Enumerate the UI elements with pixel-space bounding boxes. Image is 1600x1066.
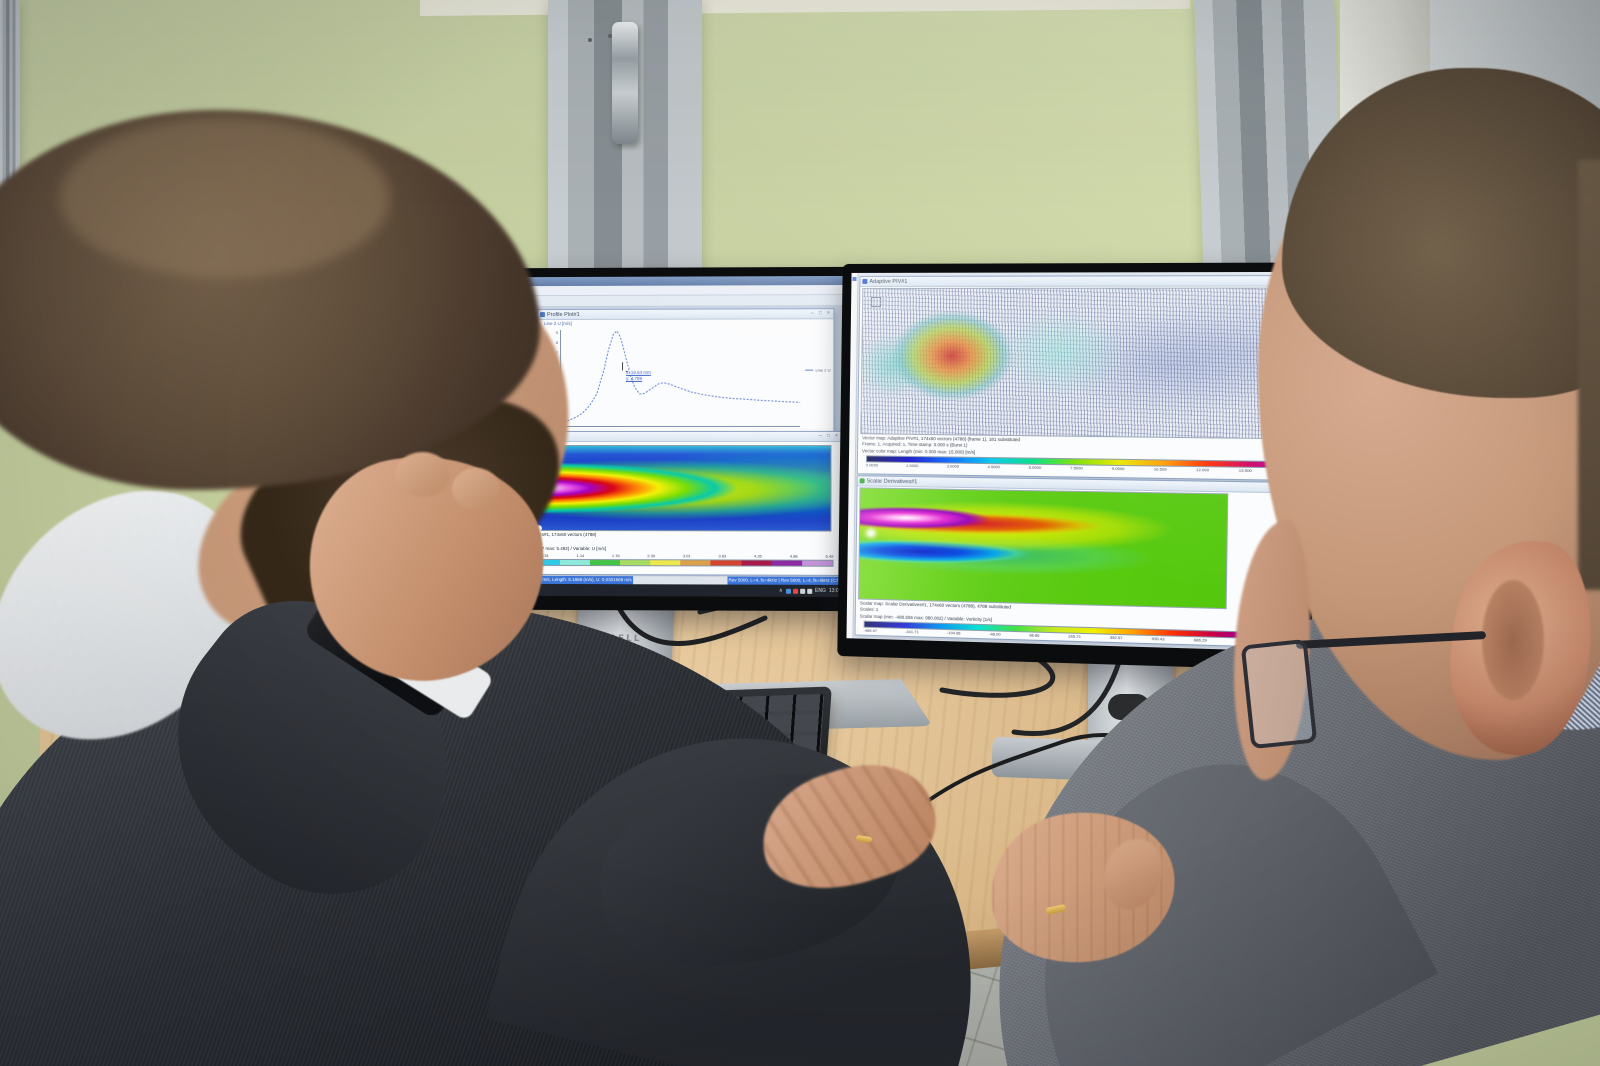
- colorbar-tick-label: 3.0000: [947, 464, 959, 469]
- glasses-lens: [1241, 639, 1318, 749]
- colorbar-tick-label: 1.14: [576, 553, 584, 558]
- colorbar-tick-label: 1.5000: [906, 463, 918, 468]
- right-person-hair-back: [1578, 160, 1600, 590]
- colorbar-tick-label: 1.76: [612, 553, 620, 558]
- colorbar-tick-label: -341.71: [905, 629, 919, 634]
- legend-line-icon: [805, 370, 813, 371]
- window-controls[interactable]: –□×: [817, 434, 839, 439]
- colorbar-segment: [560, 560, 590, 565]
- colorbar-tick-label: 0.0000: [866, 462, 878, 467]
- adaptive-piv-title: Adaptive PIV#1: [869, 278, 907, 284]
- colorbar-tick-label: 13.500: [1239, 468, 1252, 473]
- colorbar-tick-label: 4.88: [790, 554, 798, 559]
- plot-annotation: x: 19.64 mm y: 4.789: [626, 370, 651, 381]
- colorbar-segment: [711, 560, 741, 565]
- colorbar-tick-label: 5.49: [826, 554, 834, 559]
- photo-scene: DELL DynamicStudio 7.6 - TR PIV 32-4.15 …: [0, 0, 1600, 1066]
- colorbar-tick-label: 9.0000: [1112, 466, 1125, 471]
- profile-plot-window[interactable]: Profile Plot#1 –□× Line 2 U [m/s] 987654…: [537, 308, 834, 441]
- profile-plot-title-bar[interactable]: Profile Plot#1 – □ ×: [538, 309, 833, 320]
- knuckle: [452, 468, 500, 510]
- volume-icon[interactable]: [800, 588, 805, 593]
- colorbar-tick-label: 10.500: [1154, 466, 1167, 471]
- colorbar-tick-label: 2.39: [647, 553, 655, 558]
- display-icon[interactable]: [786, 588, 791, 593]
- language-indicator[interactable]: ENG: [815, 588, 826, 594]
- colorbar-segment: [590, 560, 620, 565]
- colorbar-segment: [802, 561, 833, 566]
- scalar-derivatives-title: Scalar Derivatives#1: [867, 478, 918, 485]
- right-person-ear-inner: [1482, 580, 1544, 700]
- colorbar-segment: [650, 560, 680, 565]
- colorbar-segment: [741, 560, 771, 565]
- maximize-icon[interactable]: □: [825, 434, 831, 439]
- vorticity-contour-map[interactable]: [858, 487, 1228, 609]
- colorbar-tick-label: 98.86: [1029, 632, 1039, 637]
- colorbar-tick-label: 245.71: [1068, 634, 1081, 639]
- vector-field-map[interactable]: [860, 288, 1304, 440]
- colorbar-segment: [620, 560, 650, 565]
- right-screen: Adaptive PIV#1 –□× Vector map: Adaptive …: [846, 272, 1307, 652]
- adaptive-piv-window[interactable]: Adaptive PIV#1 –□× Vector map: Adaptive …: [857, 275, 1308, 481]
- adaptive-piv-icon: [862, 279, 867, 284]
- profile-plot-legend: Line 2 U: [805, 368, 830, 373]
- colorbar-segment: [772, 561, 802, 566]
- colorbar-tick-label: 7.5000: [1070, 465, 1083, 470]
- colorbar-tick-label: -488.57: [864, 628, 878, 633]
- colorbar-tick-label: 539.43: [1152, 636, 1165, 642]
- core-spot: [866, 529, 876, 538]
- left-person-hair-highlight: [60, 118, 390, 278]
- colorbar-tick-label: 686.29: [1194, 637, 1207, 643]
- minimize-icon[interactable]: –: [809, 311, 815, 316]
- colorbar-tick-label: 4.26: [754, 553, 762, 558]
- colorbar-tick-label: 6.0000: [1029, 465, 1042, 470]
- knuckle: [395, 452, 450, 497]
- colorbar-tick-label: -194.86: [947, 630, 961, 635]
- profile-plot-chart[interactable]: [560, 329, 800, 427]
- selection-rect: [871, 297, 881, 307]
- close-icon[interactable]: ×: [825, 311, 831, 316]
- colorbar-segment: [680, 560, 710, 565]
- colorbar-tick-label: 3.63: [718, 553, 726, 558]
- chevron-up-icon[interactable]: ∧: [779, 588, 783, 594]
- maximize-icon[interactable]: □: [817, 311, 823, 316]
- scalar-derivatives-icon: [860, 478, 865, 483]
- colorbar-tick-label: -48.00: [989, 631, 1001, 636]
- shield-icon[interactable]: [793, 588, 798, 593]
- minimize-icon[interactable]: –: [817, 434, 823, 439]
- network-icon[interactable]: [807, 588, 812, 593]
- window-controls[interactable]: –□×: [809, 311, 831, 316]
- colorbar-tick-label: 3.01: [683, 553, 691, 558]
- profile-plot-icon: [540, 312, 545, 317]
- colorbar-tick-label: 4.5000: [987, 464, 1000, 469]
- adaptive-piv-title-bar[interactable]: Adaptive PIV#1 –□×: [860, 276, 1306, 287]
- system-tray[interactable]: ∧ ENG 13:05: [779, 588, 842, 594]
- colorbar-tick-label: 392.57: [1110, 635, 1123, 640]
- profile-plot-ylabel: Line 2 U [m/s]: [544, 321, 572, 326]
- profile-plot-title: Profile Plot#1: [547, 311, 580, 317]
- colorbar-tick-label: 12.000: [1196, 467, 1209, 472]
- close-icon[interactable]: ×: [833, 434, 839, 439]
